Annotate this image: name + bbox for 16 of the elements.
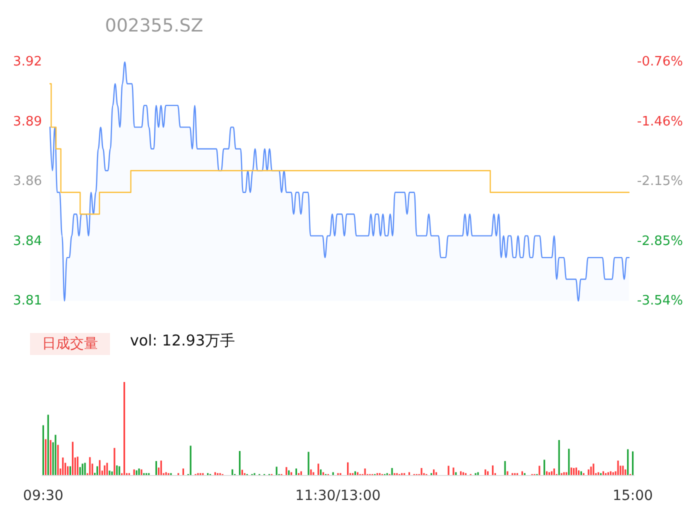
y-tick-label: 3.92 (13, 54, 42, 70)
y-tick-label: 3.89 (13, 114, 42, 130)
x-tick-label: 11:30/13:00 (295, 488, 381, 504)
y-tick-label: 3.86 (13, 174, 42, 189)
y2-tick-label: -0.76% (637, 54, 684, 70)
text: 日成交量 (42, 336, 98, 352)
chart-title: 002355.SZ (105, 16, 204, 36)
y2-tick-label: -2.85% (637, 234, 684, 249)
x-tick-label: 09:30 (23, 488, 64, 504)
x-tick-label: 15:00 (612, 488, 653, 504)
y2-tick-label: -3.54% (637, 294, 684, 308)
y2-tick-label: -1.46% (637, 114, 684, 130)
y-tick-label: 3.81 (13, 294, 42, 308)
y2-tick-label: -2.15% (637, 174, 684, 189)
y-tick-label: 3.84 (13, 234, 42, 249)
text: vol: 12.93万手 (130, 332, 235, 350)
